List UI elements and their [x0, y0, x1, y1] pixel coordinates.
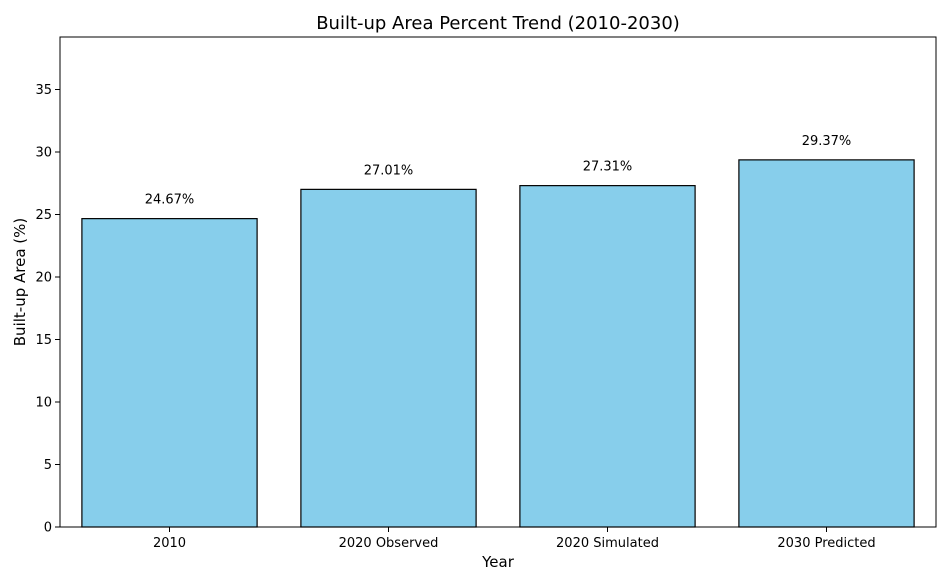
bar-data-label-0: 24.67% — [145, 193, 195, 208]
y-tick-label-3: 15 — [35, 333, 52, 348]
y-tick-label-1: 5 — [44, 458, 52, 473]
bar-0 — [81, 218, 258, 528]
x-tick-label-3: 2030 Predicted — [777, 536, 875, 551]
y-axis-label: Built-up Area (%) — [11, 218, 29, 346]
x-tick-label-1: 2020 Observed — [339, 536, 439, 551]
y-tick-label-2: 10 — [35, 396, 52, 411]
x-tick-label-0: 2010 — [153, 536, 186, 551]
x-axis-label: Year — [481, 553, 515, 571]
plot-frame — [59, 36, 937, 528]
y-tick-label-5: 25 — [35, 208, 52, 223]
chart-title: Built-up Area Percent Trend (2010-2030) — [316, 13, 680, 34]
bar-2 — [519, 185, 696, 528]
bar-1 — [300, 188, 477, 528]
y-tick-label-0: 0 — [44, 521, 52, 536]
y-tick-label-4: 20 — [35, 271, 52, 286]
y-tick-label-7: 35 — [35, 83, 52, 98]
bar-data-label-2: 27.31% — [583, 160, 633, 175]
plot-area — [81, 159, 915, 528]
bar-3 — [738, 159, 915, 528]
bar-data-label-3: 29.37% — [802, 134, 852, 149]
x-tick-label-2: 2020 Simulated — [556, 536, 659, 551]
bar-data-label-1: 27.01% — [364, 163, 414, 178]
y-tick-label-6: 30 — [35, 146, 52, 161]
